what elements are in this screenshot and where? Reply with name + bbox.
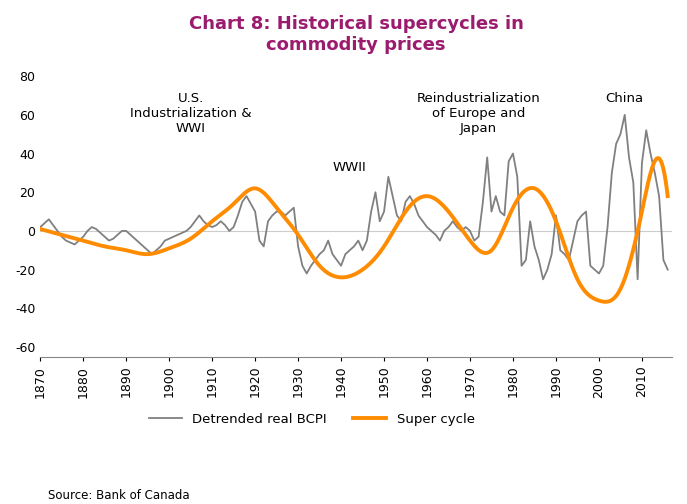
Text: WWII: WWII [333,161,367,174]
Text: U.S.
Industrialization &
WWI: U.S. Industrialization & WWI [130,92,251,135]
Text: China: China [606,92,644,105]
Title: Chart 8: Historical supercycles in
commodity prices: Chart 8: Historical supercycles in commo… [189,15,523,54]
Legend: Detrended real BCPI, Super cycle: Detrended real BCPI, Super cycle [144,408,480,431]
Text: Reindustrialization
of Europe and
Japan: Reindustrialization of Europe and Japan [417,92,541,135]
Text: Source: Bank of Canada: Source: Bank of Canada [48,489,190,502]
